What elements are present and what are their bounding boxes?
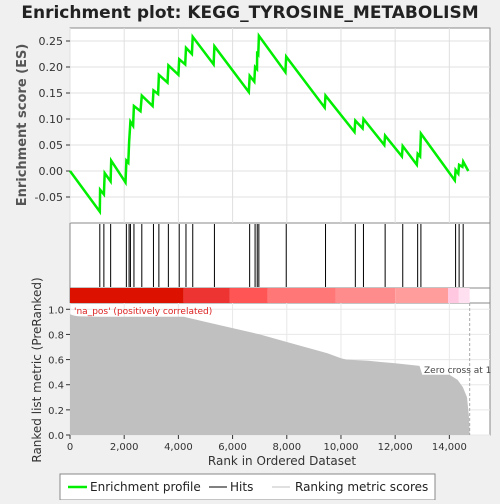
x-tick-label: 6,000 <box>218 442 247 453</box>
es-y-tick-label: 0.05 <box>39 139 64 152</box>
metric-y-tick-label: 1.0 <box>48 305 64 316</box>
rank-heatmap-bar <box>70 288 470 303</box>
legend-label-ranking: Ranking metric scores <box>295 480 428 494</box>
es-panel <box>69 27 491 224</box>
heatmap-segment <box>458 288 470 303</box>
es-y-tick-label: 0.20 <box>39 61 64 74</box>
metric-y-axis-ticks: 0.0 0.2 0.4 0.6 0.8 1.0 <box>48 305 70 442</box>
es-y-tick-label: 0.10 <box>39 113 64 126</box>
es-y-tick-label: -0.05 <box>35 191 63 204</box>
x-tick-label: 14,000 <box>432 442 467 453</box>
legend-label-hits: Hits <box>230 480 253 494</box>
ranking-metric-area <box>70 314 470 435</box>
positive-correlation-annotation: 'na_pos' (positively correlated) <box>74 307 212 317</box>
es-y-tick-label: 0.25 <box>39 35 64 48</box>
x-tick-label: 8,000 <box>272 442 301 453</box>
metric-y-tick-label: 0.2 <box>48 406 64 417</box>
es-y-tick-label: 0.00 <box>39 165 64 178</box>
heatmap-segment <box>70 288 184 303</box>
x-axis-label: Rank in Ordered Dataset <box>208 454 356 468</box>
metric-y-tick-label: 0.0 <box>48 431 64 442</box>
es-y-axis-label: Enrichment score (ES) <box>15 44 30 207</box>
zero-cross-annotation: Zero cross at 1 <box>424 366 491 376</box>
metric-y-axis-label: Ranked list metric (PreRanked) <box>30 277 44 462</box>
chart-title: Enrichment plot: KEGG_TYROSINE_METABOLIS… <box>21 3 478 23</box>
es-y-tick-label: 0.15 <box>39 87 64 100</box>
heatmap-segment <box>395 288 448 303</box>
x-tick-label: 10,000 <box>323 442 358 453</box>
heatmap-segment <box>267 288 336 303</box>
x-tick-label: 2,000 <box>110 442 139 453</box>
legend-label-enrichment: Enrichment profile <box>90 480 201 494</box>
es-y-axis-ticks: -0.05 0.00 0.05 0.10 0.15 0.20 0.25 <box>35 35 70 204</box>
heatmap-segment <box>229 288 268 303</box>
enrichment-profile-line <box>68 32 470 216</box>
heatmap-segment <box>335 288 396 303</box>
legend-box <box>59 473 436 501</box>
x-tick-label: 0 <box>67 442 73 453</box>
metric-y-tick-label: 0.4 <box>48 381 64 392</box>
legend: Enrichment profile Hits Ranking metric s… <box>59 473 436 501</box>
heatmap-segment <box>448 288 459 303</box>
hit-lines <box>99 224 464 287</box>
heatmap-segment <box>183 288 230 303</box>
hits-panel <box>69 222 491 289</box>
metric-y-tick-label: 0.6 <box>48 356 64 367</box>
x-tick-label: 12,000 <box>378 442 413 453</box>
metric-x-axis-ticks: 0 2,000 4,000 6,000 8,000 10,000 12,000 14,000 <box>67 435 467 453</box>
x-tick-label: 4,000 <box>164 442 193 453</box>
metric-y-tick-label: 0.8 <box>48 330 64 341</box>
